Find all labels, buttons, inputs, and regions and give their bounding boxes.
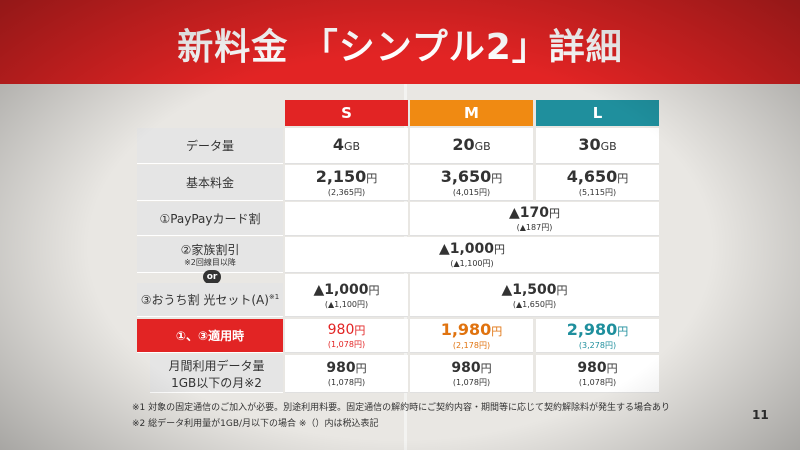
data-value-s: 4 — [332, 134, 345, 154]
hikari-value-s: ▲1,000 — [313, 281, 369, 298]
yen-unit: 円 — [480, 362, 492, 375]
cell-paypay-ml: ▲170円 (▲187円) — [410, 202, 659, 236]
data-value-l: 30 — [578, 134, 601, 154]
footnote-2: ※2 総データ利用量が1GB/月以下の場合 ※（）内は税込表記 — [132, 419, 379, 429]
row-label-base: 基本料金 — [137, 165, 283, 201]
row-label-data: データ量 — [137, 128, 283, 164]
cell-hikari-s: ▲1,000円 (▲1,100円) — [285, 274, 408, 317]
hikari-value-ml: ▲1,500 — [501, 281, 557, 298]
row-label-paypay: ①PayPayカード割 — [137, 202, 283, 236]
lowuse-label-1: 月間利用データ量 — [168, 358, 265, 373]
row-label-hikari: ③おうち割 光セット(A)※1 — [137, 283, 283, 317]
lowuse-tax-l: (1,078円) — [578, 378, 617, 387]
data-value-m: 20 — [452, 134, 475, 154]
base-tax-m: (4,015円) — [452, 187, 491, 197]
family-tax: (▲1,100円) — [450, 259, 494, 268]
hikari-label: ③おうち割 光セット(A) — [140, 293, 269, 307]
page-number: 11 — [752, 408, 769, 422]
cell-paypay-s-empty — [285, 202, 408, 236]
cell-lowuse-l: 980円 (1,078円) — [536, 355, 659, 393]
yen-unit: 円 — [368, 283, 380, 297]
data-unit: GB — [344, 139, 361, 153]
applied-value-m: 1,980 — [440, 319, 492, 339]
family-label: ②家族割引 — [180, 243, 240, 257]
hikari-tax-ml: (▲1,650円) — [512, 299, 557, 309]
yen-unit: 円 — [355, 362, 367, 375]
yen-unit: 円 — [494, 243, 506, 256]
applied-tax-s: (1,078円) — [327, 340, 366, 349]
row-label-family: ②家族割引 ※2回線目以降 — [137, 237, 283, 273]
applied-tax-m: (2,178円) — [452, 340, 491, 350]
family-value: ▲1,000 — [438, 241, 495, 257]
lowuse-tax-s: (1,078円) — [327, 378, 366, 387]
cell-lowuse-m: 980円 (1,078円) — [410, 355, 533, 393]
row-label-lowuse: 月間利用データ量 1GB以下の月※2 — [150, 355, 283, 393]
yen-unit: 円 — [606, 362, 618, 375]
applied-value-l: 2,980 — [566, 319, 618, 339]
lowuse-tax-m: (1,078円) — [452, 378, 491, 387]
yen-unit: 円 — [617, 171, 629, 185]
base-value-s: 2,150 — [315, 166, 367, 186]
paypay-tax: (▲187円) — [516, 223, 553, 232]
yen-unit: 円 — [354, 324, 366, 337]
applied-tax-l: (3,278円) — [578, 340, 617, 350]
cell-applied-l: 2,980円 (3,278円) — [536, 319, 659, 353]
cell-applied-m: 1,980円 (2,178円) — [410, 319, 533, 353]
hikari-note-mark: ※1 — [268, 293, 280, 301]
yen-unit: 円 — [491, 324, 503, 338]
lowuse-value-m: 980 — [451, 360, 481, 376]
yen-unit: 円 — [617, 324, 629, 338]
plan-header-s: S — [285, 100, 408, 126]
title-bar: 新料金 「シンプル2」詳細 — [0, 0, 800, 84]
slide-title: 新料金 「シンプル2」詳細 — [177, 27, 623, 68]
base-value-l: 4,650 — [566, 166, 618, 186]
plan-header-m: M — [410, 100, 533, 126]
paypay-value: ▲170 — [509, 205, 549, 221]
yen-unit: 円 — [491, 171, 503, 185]
cell-hikari-ml: ▲1,500円 (▲1,650円) — [410, 274, 659, 317]
cell-applied-s: 980円 (1,078円) — [285, 319, 408, 353]
yen-unit: 円 — [556, 283, 568, 297]
lowuse-label-2: 1GB以下の月※2 — [171, 375, 262, 390]
lowuse-value-l: 980 — [577, 360, 607, 376]
cell-base-l: 4,650円 (5,115円) — [536, 165, 659, 201]
or-badge: or — [203, 270, 221, 284]
base-value-m: 3,650 — [440, 166, 492, 186]
cell-data-m: 20GB — [410, 128, 533, 164]
hikari-tax-s: (▲1,100円) — [324, 299, 369, 309]
base-tax-s: (2,365円) — [327, 187, 366, 197]
yen-unit: 円 — [549, 207, 560, 220]
yen-unit: 円 — [366, 171, 378, 185]
row-label-applied: ①、③適用時 — [137, 319, 283, 353]
cell-base-s: 2,150円 (2,365円) — [285, 165, 408, 201]
cell-lowuse-s: 980円 (1,078円) — [285, 355, 408, 393]
cell-family: ▲1,000円 (▲1,100円) — [285, 237, 659, 273]
plan-header-l: L — [536, 100, 659, 126]
cell-base-m: 3,650円 (4,015円) — [410, 165, 533, 201]
family-sublabel: ※2回線目以降 — [184, 258, 236, 267]
cell-data-s: 4GB — [285, 128, 408, 164]
cell-data-l: 30GB — [536, 128, 659, 164]
applied-value-s: 980 — [327, 322, 355, 338]
data-unit: GB — [600, 139, 617, 153]
data-unit: GB — [474, 139, 491, 153]
footnote-1: ※1 対象の固定通信のご加入が必要。別途利用料要。固定通信の解約時にご契約内容・… — [132, 403, 670, 413]
base-tax-l: (5,115円) — [578, 187, 617, 197]
lowuse-value-s: 980 — [326, 360, 356, 376]
